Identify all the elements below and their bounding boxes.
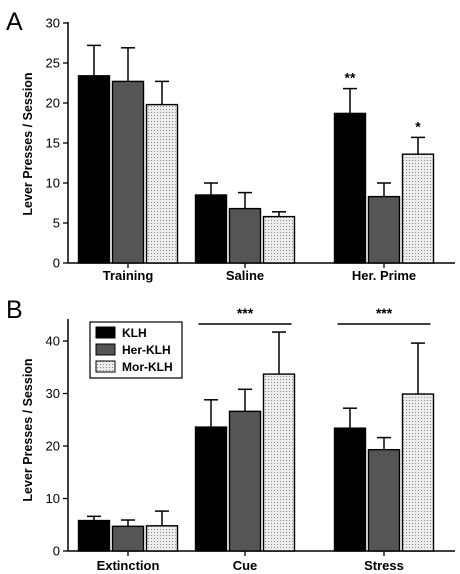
bar (77, 75, 111, 264)
legend-label: Mor-KLH (122, 360, 173, 374)
bar (111, 80, 145, 264)
bar (367, 448, 401, 552)
bar (145, 103, 179, 264)
bar (367, 195, 401, 264)
bar (333, 427, 367, 552)
x-tick-label: Cue (233, 558, 258, 573)
significance-marker: ** (345, 70, 356, 86)
legend-swatch (95, 360, 116, 373)
y-tick-label: 10 (46, 491, 60, 506)
y-tick-label: 15 (46, 136, 60, 151)
x-tick-label: Her. Prime (352, 268, 416, 283)
bar (262, 215, 296, 264)
y-tick-label: 5 (53, 216, 60, 231)
panel-letter: A (6, 8, 23, 36)
significance-marker: *** (237, 305, 254, 321)
panel-letter: B (6, 296, 23, 324)
legend-swatch (95, 343, 116, 356)
y-tick-label: 40 (46, 334, 60, 349)
bar (228, 207, 262, 264)
bar (194, 426, 228, 552)
y-axis-label: Lever Presses / Session (21, 358, 35, 501)
significance-marker: *** (376, 305, 393, 321)
significance-marker: * (415, 118, 421, 134)
bar (262, 373, 296, 552)
bar (401, 393, 435, 552)
legend-label: Her-KLH (122, 343, 171, 357)
y-tick-label: 10 (46, 176, 60, 191)
bar (194, 194, 228, 264)
y-axis-label: Lever Presses / Session (21, 72, 35, 215)
bar (145, 525, 179, 552)
bar (401, 153, 435, 264)
y-tick-label: 0 (53, 256, 60, 271)
bar (111, 525, 145, 552)
legend-swatch (95, 326, 116, 339)
y-tick-label: 20 (46, 96, 60, 111)
bar (228, 410, 262, 552)
bar (333, 112, 367, 264)
bar (77, 519, 111, 552)
panel-b: B Lever Presses / Session 0 10 20 30 40 Extinct… (6, 296, 455, 573)
panel-a: A Lever Presses / Session 0 5 10 15 20 25 30 Trai… (6, 8, 455, 283)
x-tick-label: Training (103, 268, 154, 283)
y-tick-label: 30 (46, 16, 60, 31)
y-tick-label: 30 (46, 386, 60, 401)
x-tick-label: Saline (226, 268, 264, 283)
x-tick-label: Stress (364, 558, 404, 573)
y-tick-label: 25 (46, 56, 60, 71)
y-tick-label: 20 (46, 439, 60, 454)
x-tick-label: Extinction (97, 558, 160, 573)
y-tick-label: 0 (53, 544, 60, 559)
legend-label: KLH (122, 326, 147, 340)
